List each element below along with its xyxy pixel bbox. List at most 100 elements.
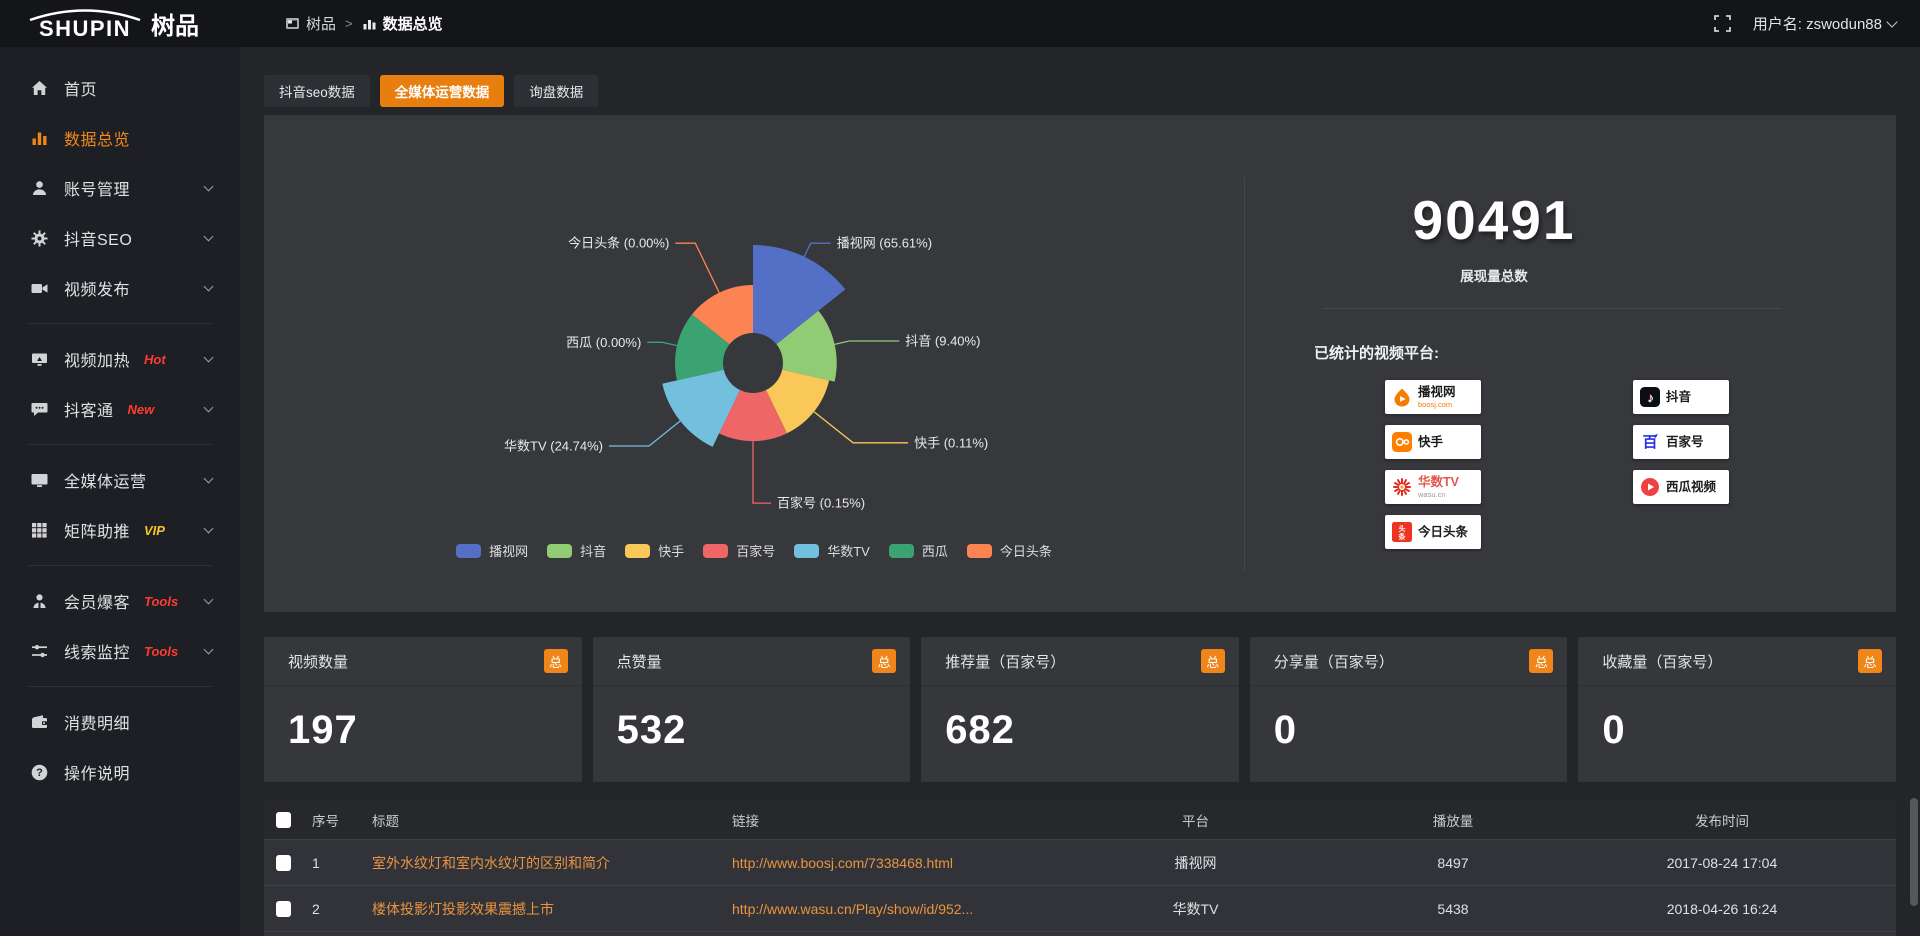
cell-title-link[interactable]: 室外水纹灯和室内水纹灯的区别和简介 [362,840,722,886]
legend-item-抖音[interactable]: 抖音 [547,541,606,560]
stat-cards: 视频数量总 197 点赞量总 532 推荐量（百家号）总 682 分享量（百家号）总 0 收藏量… [264,637,1896,782]
summary-area: 90491 展现量总数 已统计的视频平台: 播视网 boosj.com 快手 华数TV… [1244,115,1896,612]
label-line-百家号 [752,441,771,504]
legend-item-百家号[interactable]: 百家号 [703,541,775,560]
legend-label: 快手 [658,544,685,559]
svg-text:条: 条 [1398,532,1407,541]
svg-text:♪: ♪ [1648,390,1655,405]
pie-slice-百家号[interactable] [719,390,787,442]
platform-chip-西瓜视频: 西瓜视频 [1633,470,1729,504]
col-header: 链接 [722,800,1084,840]
tab-询盘数据[interactable]: 询盘数据 [514,75,599,107]
legend-item-快手[interactable]: 快手 [625,541,684,560]
row-checkbox-cell [264,886,302,932]
breadcrumb-root[interactable]: 树品 [285,13,336,34]
sidebar-item-全媒体运营[interactable]: 全媒体运营 [0,455,240,505]
pie-slice-今日头条[interactable] [692,285,753,345]
sidebar-item-抖客通[interactable]: 抖客通 New [0,384,240,434]
pie-label-华数TV: 华数TV (24.74%) [504,439,603,454]
row-checkbox[interactable] [276,854,291,871]
stat-card-value: 197 [288,708,358,752]
pie-slice-华数TV[interactable] [662,369,740,447]
sidebar-divider [28,444,212,445]
chevron-down-icon [203,473,214,483]
legend-item-今日头条[interactable]: 今日头条 [966,541,1052,560]
sidebar-item-label: 账号管理 [64,182,131,199]
sidebar-item-视频发布[interactable]: 视频发布 [0,263,240,313]
rose-chart-area: 播视网 (65.61%) 抖音 (9.40%) 快手 (0.11%) 百家号 (0.1… [264,115,1244,612]
username-menu[interactable]: 用户名: zswodun88 [1753,13,1898,34]
sidebar-item-视频加热[interactable]: 视频加热 Hot [0,334,240,384]
sidebar-item-首页[interactable]: 首页 [0,63,240,113]
legend-item-西瓜[interactable]: 西瓜 [888,541,948,560]
kuaishou-icon [1392,432,1412,452]
pie-label-抖音: 抖音 (9.40%) [905,334,980,349]
tab-抖音seo数据[interactable]: 抖音seo数据 [264,75,370,107]
platform-chip-百家号: 百百家号 [1633,425,1729,459]
page-scrollbar-thumb[interactable] [1910,798,1918,906]
cell-plays: 8497 [1307,840,1599,886]
stat-card-value: 0 [1602,708,1626,752]
pie-slice-西瓜[interactable] [675,314,730,381]
sidebar-item-label: 抖客通 [64,403,114,420]
summary-divider [1322,308,1782,309]
cell-url-link[interactable]: http://www.boosj.com/7338468.html [722,840,1084,886]
help-icon: ? [30,763,49,782]
col-header-empty [1845,800,1896,840]
cell-index: 1 [302,840,362,886]
sidebar-item-账号管理[interactable]: 账号管理 [0,163,240,213]
row-checkbox-cell [264,840,302,886]
app-logo[interactable]: SHUPIN 树品 [26,8,240,41]
sidebar-item-消费明细[interactable]: 消费明细 [0,697,240,747]
cell-url-link[interactable]: http://www.wasu.cn/Play/show/id/952... [722,886,1084,932]
monitor-icon [30,471,49,490]
sidebar-item-数据总览[interactable]: 数据总览 [0,113,240,163]
pie-label-快手: 快手 (0.11%) [914,435,988,450]
platform-chip-今日头条: 头条今日头条 [1385,515,1481,549]
sidebar-item-线索监控[interactable]: 线索监控 Tools [0,626,240,676]
legend-item-华数TV[interactable]: 华数TV [794,541,870,560]
table-row: 2 楼体投影灯投影效果震撼上市 http://www.wasu.cn/Play/sh… [264,886,1896,932]
pie-slice-播视网[interactable] [753,244,846,345]
platform-chip-name: 百家号 [1666,434,1704,449]
label-line-今日头条 [675,242,720,293]
platform-chip-name: 华数TV [1418,475,1459,489]
platforms-title: 已统计的视频平台: [1314,345,1439,362]
legend-swatch [703,543,729,558]
grid-icon [30,521,49,540]
pie-label-西瓜: 西瓜 (0.00%) [566,335,641,350]
cell-title-link[interactable]: 楼体投影灯投影效果震撼上市 [362,886,722,932]
header-checkbox-cell [264,800,302,840]
chevron-down-icon [203,523,214,533]
stat-card-收藏量（百家号）: 收藏量（百家号） 总 0 [1578,637,1896,782]
stat-card-value: 682 [945,708,1015,752]
pie-slice-抖音[interactable] [776,310,837,382]
legend-item-播视网[interactable]: 播视网 [456,541,528,560]
row-checkbox[interactable] [276,900,291,917]
label-line-西瓜 [647,341,678,347]
sidebar-item-label: 操作说明 [64,766,131,783]
sidebar-item-badge: Tools [144,643,179,659]
label-line-华数TV [609,420,681,447]
rose-pie-chart: 播视网 (65.61%) 抖音 (9.40%) 快手 (0.11%) 百家号 (0.1… [504,236,988,511]
svg-text:♪: ♪ [1647,390,1654,405]
sidebar-item-操作说明[interactable]: ? 操作说明 [0,747,240,797]
sidebar-item-badge: New [127,401,155,417]
stat-card-title: 分享量（百家号） [1273,653,1394,671]
pie-slice-快手[interactable] [766,369,830,434]
tab-全媒体运营数据[interactable]: 全媒体运营数据 [379,75,505,107]
sidebar-item-badge: Tools [144,593,179,609]
sidebar-item-会员爆客[interactable]: 会员爆客 Tools [0,576,240,626]
sidebar-item-矩阵助推[interactable]: 矩阵助推 VIP [0,505,240,555]
sidebar-item-抖音SEO[interactable]: 抖音SEO [0,213,240,263]
sidebar-item-label: 抖音SEO [64,232,133,249]
sidebar-item-label: 会员爆客 [64,595,131,612]
select-all-checkbox[interactable] [276,811,291,828]
stat-card-title: 视频数量 [288,653,349,671]
fullscreen-icon[interactable] [1713,15,1731,32]
table-row-partial [264,932,1896,936]
logo-text-en: SHUPIN [38,15,132,41]
breadcrumb-current[interactable]: 数据总览 [362,13,443,34]
col-header: 播放量 [1307,800,1599,840]
sidebar-item-label: 视频发布 [64,282,131,299]
